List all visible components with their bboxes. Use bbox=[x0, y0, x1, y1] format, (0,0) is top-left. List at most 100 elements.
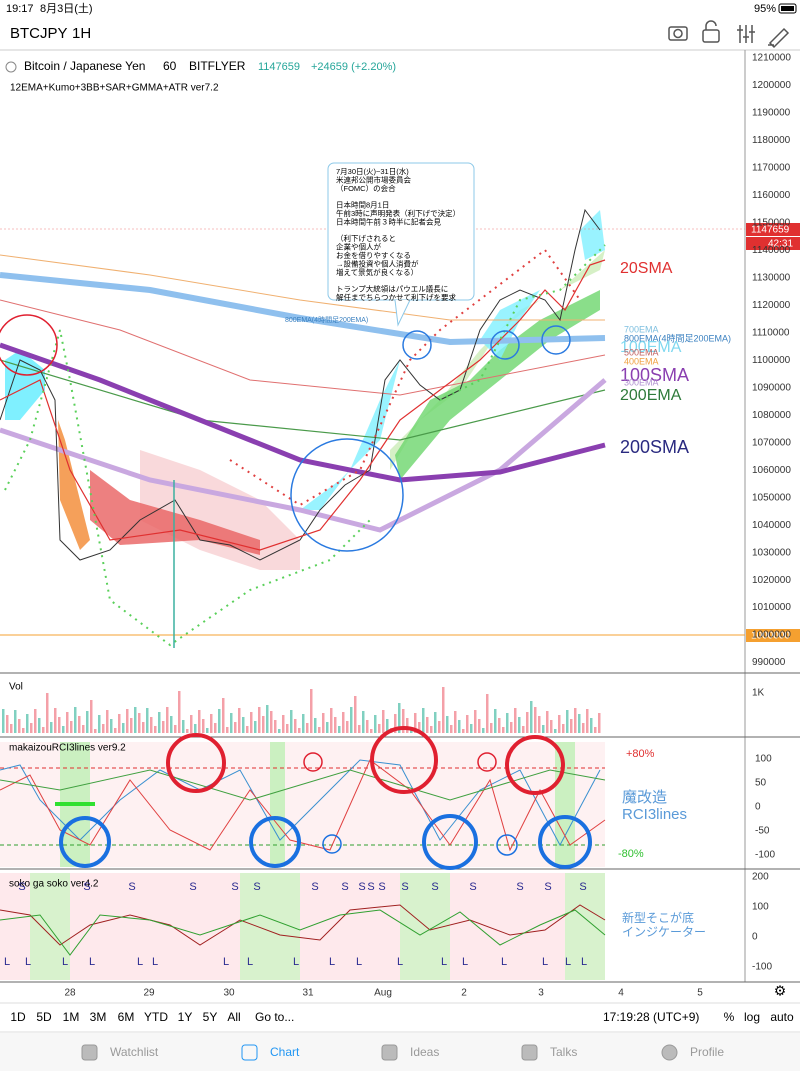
tab-icon[interactable] bbox=[241, 1044, 258, 1061]
sell-signal: S bbox=[544, 881, 551, 893]
volume-bar bbox=[122, 723, 125, 733]
volume-bar bbox=[322, 713, 325, 733]
annotation-line: →設備投資や個人消費が bbox=[336, 258, 419, 268]
volume-bar bbox=[342, 712, 345, 733]
price-axis-label: 1190000 bbox=[752, 108, 791, 119]
buy-signal: L bbox=[223, 956, 229, 968]
range-button[interactable]: 6M bbox=[118, 1010, 135, 1024]
volume-bar bbox=[46, 693, 49, 733]
volume-bar bbox=[430, 726, 433, 733]
volume-bar bbox=[386, 719, 389, 733]
soko-title: soko ga soko ver4.2 bbox=[9, 879, 99, 890]
range-button[interactable]: 1Y bbox=[178, 1010, 193, 1024]
volume-bar bbox=[218, 709, 221, 733]
volume-bar bbox=[482, 728, 485, 733]
volume-bar bbox=[382, 710, 385, 733]
volume-bar bbox=[554, 729, 557, 733]
sell-signal: S bbox=[401, 881, 408, 893]
volume-bar bbox=[114, 728, 117, 733]
status-date: 8月3日(土) bbox=[40, 2, 93, 15]
label-200ema: 200EMA bbox=[620, 387, 682, 404]
volume-bars bbox=[2, 687, 601, 733]
volume-bar bbox=[138, 713, 141, 733]
sell-signal: S bbox=[341, 881, 348, 893]
volume-bar bbox=[470, 724, 473, 733]
volume-bar bbox=[546, 711, 549, 733]
price-axis-label: 1050000 bbox=[752, 492, 791, 503]
price-axis-label: 1020000 bbox=[752, 575, 791, 586]
symbol[interactable]: BTCJPY bbox=[10, 25, 68, 42]
buy-signal: L bbox=[293, 956, 299, 968]
tab-icon[interactable] bbox=[81, 1044, 98, 1061]
range-button[interactable]: All bbox=[227, 1010, 240, 1024]
scale-option[interactable]: % bbox=[724, 1010, 735, 1024]
volume-bar bbox=[366, 720, 369, 733]
interval[interactable]: 1H bbox=[72, 25, 91, 42]
volume-bar bbox=[254, 721, 257, 733]
price-axis-label: 1140000 bbox=[752, 245, 791, 256]
annotation-line: 日本時間8月1日 bbox=[336, 200, 389, 210]
volume-bar bbox=[226, 727, 229, 733]
volume-bar bbox=[62, 726, 65, 733]
price-axis-label: 1150000 bbox=[752, 218, 791, 229]
volume-bar bbox=[378, 724, 381, 733]
range-button[interactable]: 5D bbox=[36, 1010, 52, 1024]
settings-icon[interactable]: ⚙ bbox=[774, 983, 787, 999]
volume-bar bbox=[194, 724, 197, 733]
volume-bar bbox=[542, 725, 545, 733]
rci-name: 魔改造 bbox=[622, 789, 667, 806]
goto[interactable]: Go to... bbox=[255, 1010, 294, 1024]
scale-option[interactable]: log bbox=[744, 1010, 760, 1024]
annotation-line: 米連邦公開市場委員会 bbox=[336, 174, 411, 184]
volume-bar bbox=[146, 708, 149, 733]
range-button[interactable]: 1D bbox=[10, 1010, 26, 1024]
label-20sma: 20SMA bbox=[620, 260, 673, 277]
volume-bar bbox=[558, 715, 561, 733]
volume-bar bbox=[590, 718, 593, 733]
tab-label[interactable]: Watchlist bbox=[110, 1045, 159, 1059]
volume-bar bbox=[434, 712, 437, 733]
sell-signal: S bbox=[516, 881, 523, 893]
volume-bar bbox=[318, 727, 321, 733]
volume-bar bbox=[166, 707, 169, 733]
tab-label[interactable]: Profile bbox=[690, 1045, 724, 1059]
tab-icon[interactable] bbox=[661, 1044, 678, 1061]
label-300ema: 300EMA bbox=[624, 377, 659, 387]
tab-icon[interactable] bbox=[521, 1044, 538, 1061]
tab-label[interactable]: Chart bbox=[270, 1045, 300, 1059]
volume-bar bbox=[314, 718, 317, 733]
volume-bar bbox=[42, 727, 45, 733]
date-axis-label: 5 bbox=[697, 988, 703, 999]
scale-option[interactable]: auto bbox=[770, 1010, 794, 1024]
buy-signal: L bbox=[356, 956, 362, 968]
volume-bar bbox=[282, 715, 285, 733]
clock: 17:19:28 (UTC+9) bbox=[603, 1010, 699, 1024]
volume-bar bbox=[346, 721, 349, 733]
toolbar-icons[interactable] bbox=[668, 20, 790, 49]
volume-bar bbox=[250, 712, 253, 733]
collapse-icon[interactable] bbox=[5, 61, 17, 73]
volume-bar bbox=[462, 729, 465, 733]
range-button[interactable]: 5Y bbox=[203, 1010, 218, 1024]
date-axis-label: 4 bbox=[618, 988, 624, 999]
annotation-line: 日本時間午前３時半に記者会見 bbox=[336, 216, 441, 226]
volume-bar bbox=[118, 714, 121, 733]
soko-drawing bbox=[0, 873, 606, 980]
tab-icon[interactable] bbox=[381, 1044, 398, 1061]
volume-bar bbox=[142, 722, 145, 733]
range-button[interactable]: 1M bbox=[63, 1010, 80, 1024]
volume-bar bbox=[454, 711, 457, 733]
tab-label[interactable]: Talks bbox=[550, 1045, 577, 1059]
volume-bar bbox=[78, 716, 81, 733]
tab-label[interactable]: Ideas bbox=[410, 1045, 439, 1059]
volume-bar bbox=[374, 715, 377, 733]
sell-signal: S bbox=[469, 881, 476, 893]
volume-bar bbox=[270, 711, 273, 733]
sell-signal: S bbox=[18, 881, 25, 893]
volume-bar bbox=[14, 710, 17, 733]
volume-bar bbox=[34, 709, 37, 733]
range-button[interactable]: 3M bbox=[90, 1010, 107, 1024]
last-price: 1147659 bbox=[258, 61, 300, 73]
range-button[interactable]: YTD bbox=[144, 1010, 168, 1024]
